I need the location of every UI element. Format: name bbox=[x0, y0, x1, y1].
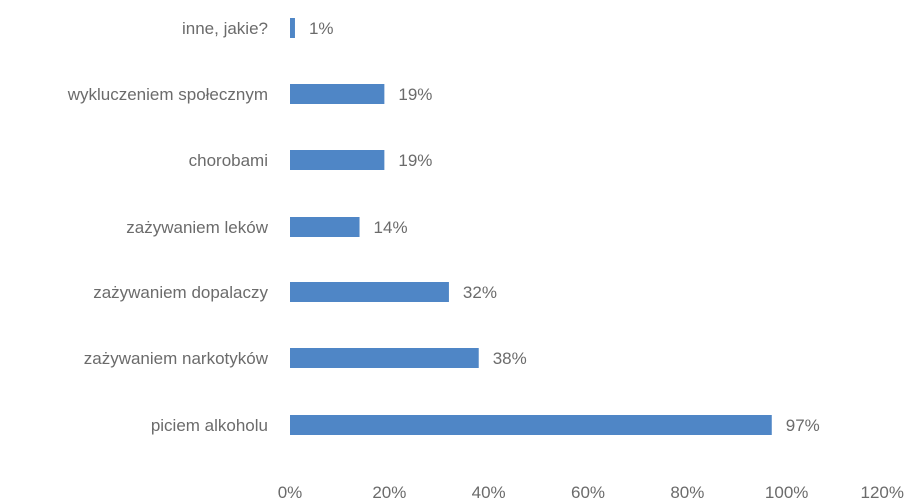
x-tick-label: 40% bbox=[472, 483, 506, 502]
bar bbox=[290, 150, 385, 170]
value-label: 1% bbox=[309, 19, 334, 38]
bar bbox=[290, 415, 772, 435]
bars-group bbox=[290, 18, 772, 435]
category-label: wykluczeniem społecznym bbox=[67, 85, 268, 104]
bar bbox=[290, 217, 360, 237]
category-labels-group: inne, jakie? wykluczeniem społecznym choro… bbox=[67, 19, 269, 435]
x-tick-label: 80% bbox=[670, 483, 704, 502]
category-label: zażywaniem narkotyków bbox=[84, 349, 269, 368]
value-label: 19% bbox=[398, 85, 432, 104]
x-tick-label: 0% bbox=[278, 483, 303, 502]
bar bbox=[290, 18, 295, 38]
value-label: 14% bbox=[374, 218, 408, 237]
bar bbox=[290, 84, 385, 104]
value-label: 19% bbox=[398, 151, 432, 170]
value-label: 38% bbox=[493, 349, 527, 368]
value-label: 32% bbox=[463, 283, 497, 302]
value-labels-group: 1% 19% 19% 14% 32% 38% 97% bbox=[309, 19, 820, 435]
value-label: 97% bbox=[786, 416, 820, 435]
x-axis-ticks-group: 0% 20% 40% 60% 80% 100% 120% bbox=[278, 483, 904, 502]
category-label: zażywaniem leków bbox=[126, 218, 268, 237]
category-label: piciem alkoholu bbox=[151, 416, 268, 435]
category-label: zażywaniem dopalaczy bbox=[93, 283, 268, 302]
x-tick-label: 120% bbox=[861, 483, 904, 502]
x-tick-label: 60% bbox=[571, 483, 605, 502]
category-label: chorobami bbox=[189, 151, 268, 170]
x-tick-label: 100% bbox=[765, 483, 808, 502]
category-label: inne, jakie? bbox=[182, 19, 268, 38]
x-tick-label: 20% bbox=[372, 483, 406, 502]
bar bbox=[290, 282, 449, 302]
bar bbox=[290, 348, 479, 368]
